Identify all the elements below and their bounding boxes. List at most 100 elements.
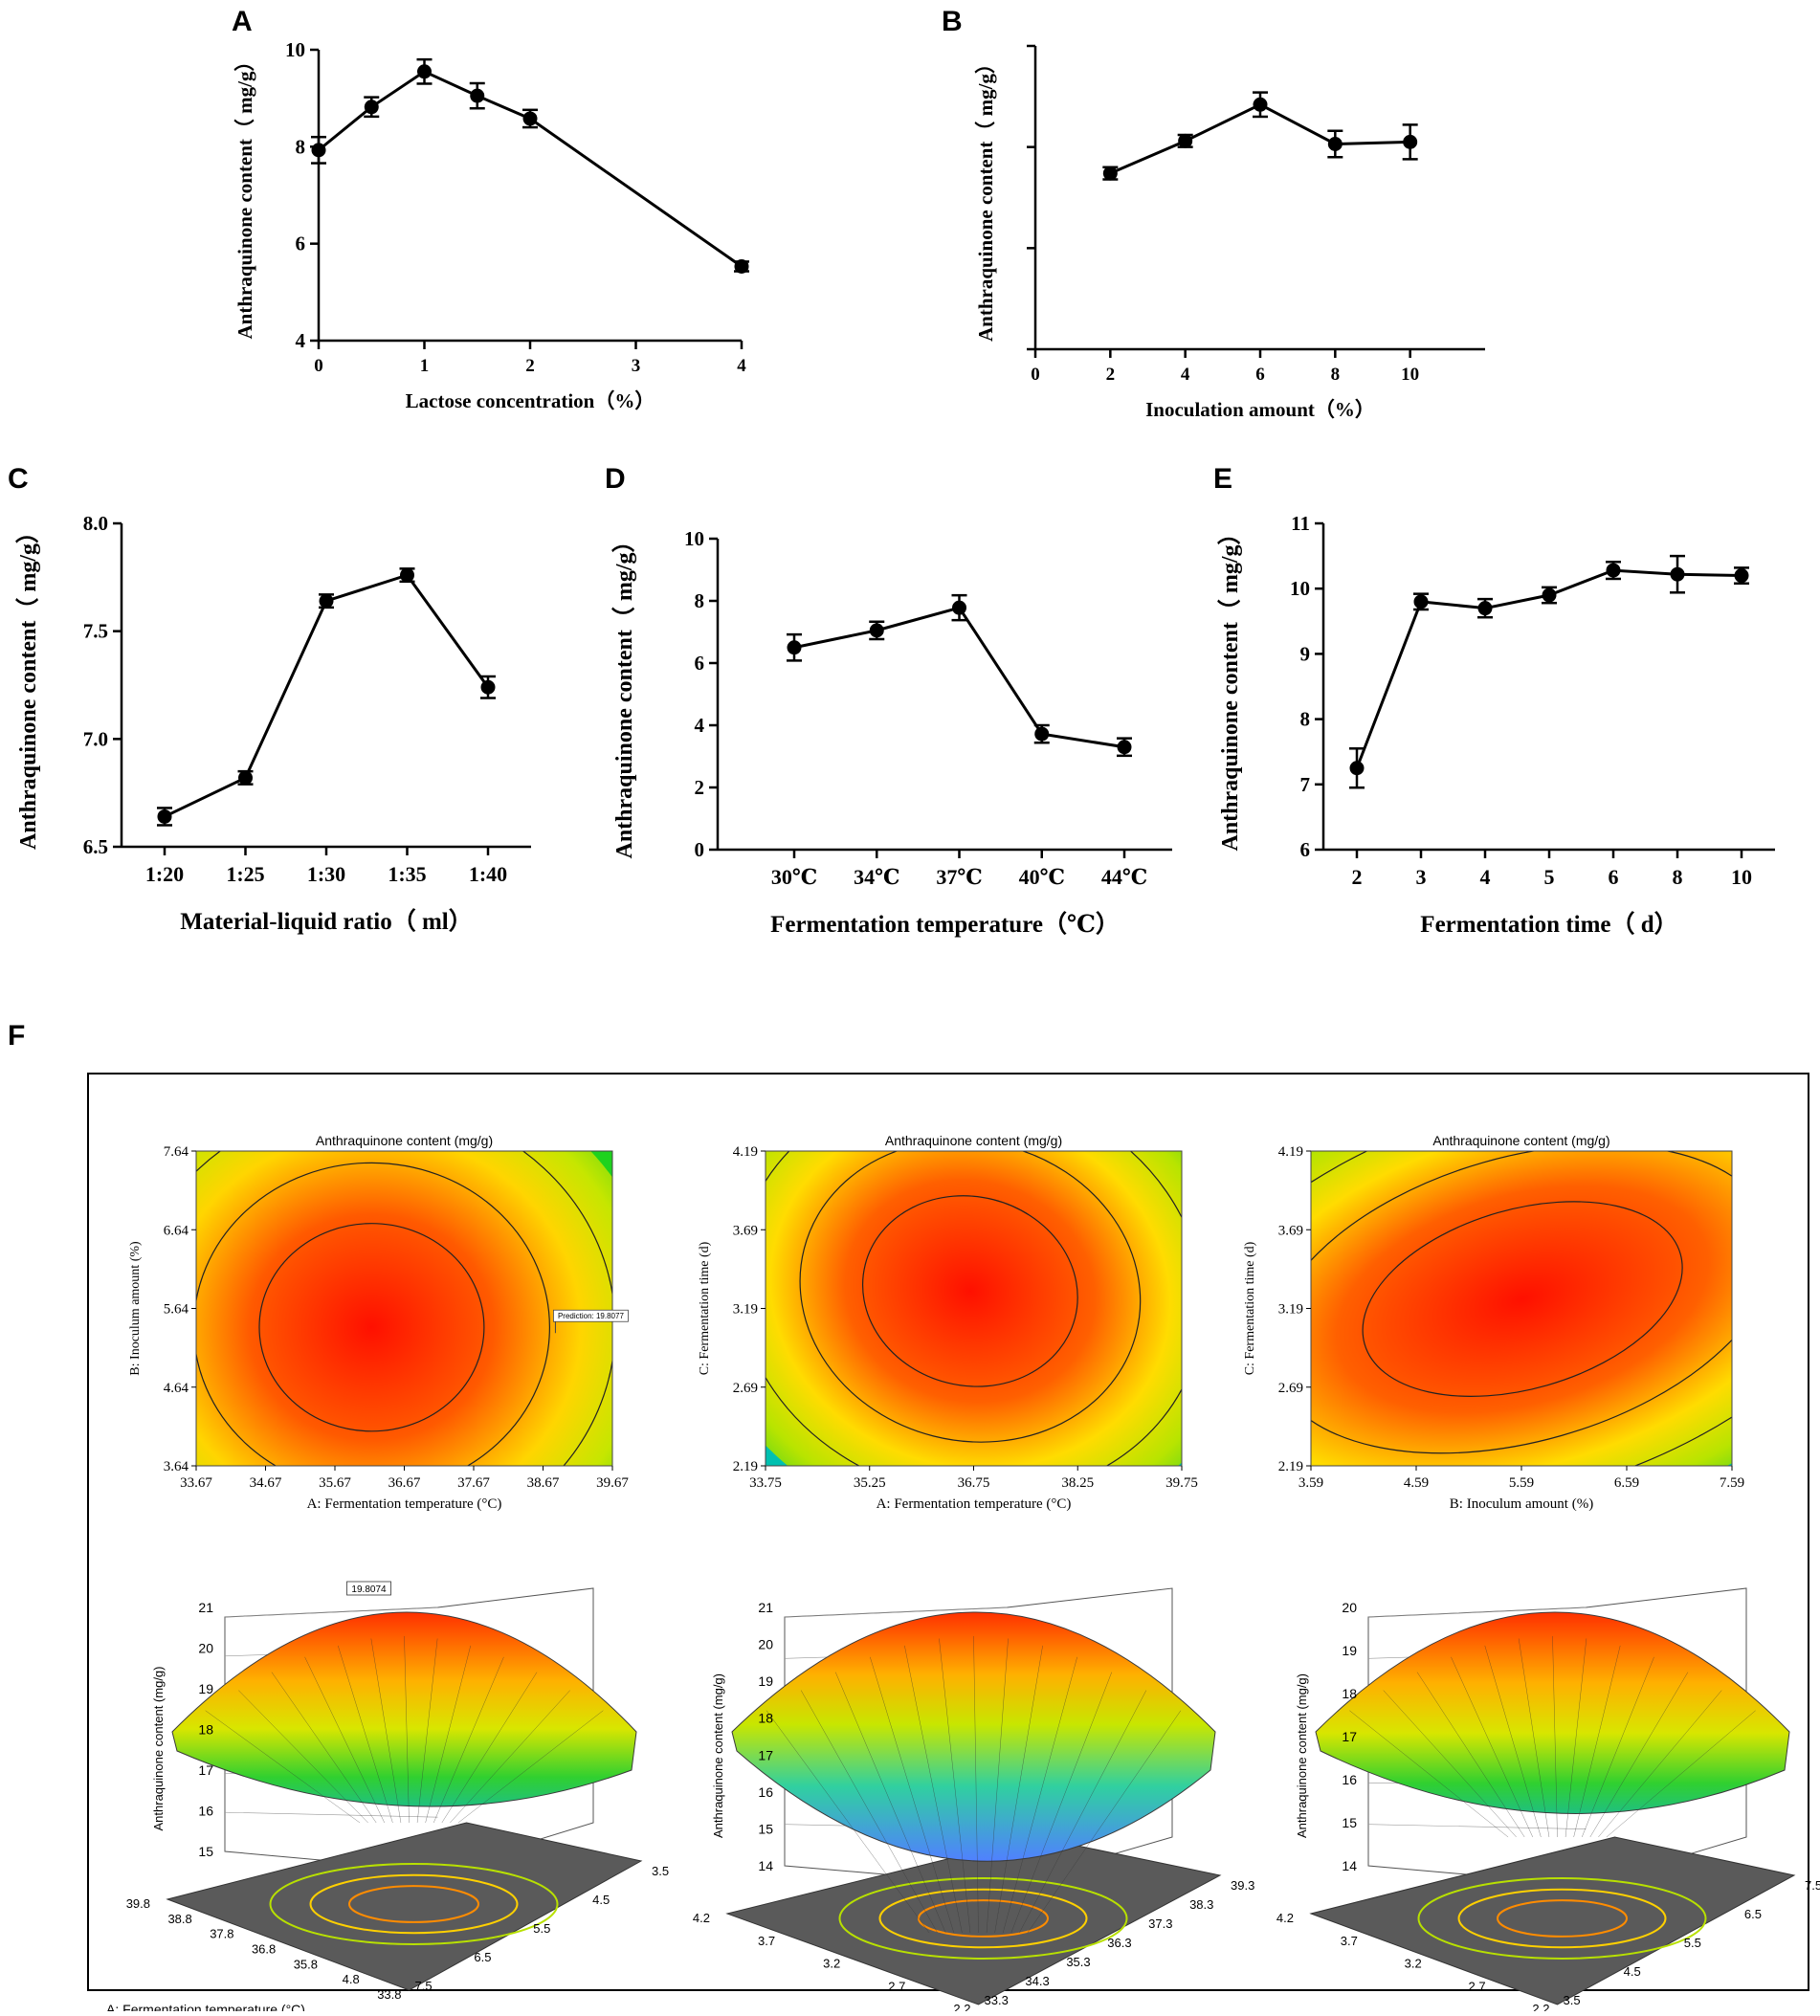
contour-x-tick-label: 38.25 (1061, 1475, 1094, 1491)
x-tick-label-c: 1:20 (145, 862, 184, 886)
surface-z-tick-label: 21 (758, 1600, 773, 1615)
surface-z-tick-label: 19 (1342, 1643, 1357, 1658)
data-point-a (734, 258, 749, 274)
surface-axis2-tick-label: 3.5 (652, 1864, 669, 1878)
contour-x-tick-label: 6.59 (1614, 1475, 1639, 1491)
contour-x-tick-label: 34.67 (250, 1475, 282, 1491)
contour-title: Anthraquinone content (mg/g) (1432, 1133, 1609, 1148)
surface-axis2-tick-label: 7.5 (1805, 1878, 1820, 1893)
y-axis-label-e: Anthraquinone content（ mg/g） (1217, 521, 1243, 851)
data-point-e (1670, 566, 1685, 582)
contour-y-tick-label: 3.19 (733, 1302, 758, 1318)
surface-axis1-tick-label: 35.8 (294, 1957, 318, 1971)
surface-axis2-tick-label: 4.5 (592, 1893, 610, 1907)
x-tick-label-d: 44℃ (1101, 865, 1147, 889)
surface-annotation-box (346, 1581, 391, 1596)
y-axis-label-a: Anthraquinone content（ mg/g） (233, 51, 256, 339)
surface-mesh-line (1349, 1710, 1509, 1838)
contour-line (196, 1162, 550, 1466)
surface-mesh-line (337, 1645, 393, 1824)
data-point-a (311, 143, 326, 158)
y-tick-label-d: 2 (695, 776, 705, 799)
surface-axis1-tick-label: 4.2 (693, 1911, 710, 1925)
surface-gridline (1367, 1824, 1587, 1829)
surface-axis2-tick-label: 39.3 (1231, 1878, 1254, 1893)
x-tick-label-a: 2 (525, 356, 535, 376)
surface-z-tick-label: 15 (198, 1844, 213, 1859)
y-tick-label-c: 7.0 (83, 727, 108, 750)
y-tick-label-e: 11 (1291, 512, 1310, 535)
surface-mesh-line (1027, 1710, 1182, 1934)
surface-z-tick-label: 17 (758, 1747, 773, 1762)
y-tick-label-c: 6.5 (83, 835, 108, 858)
surface-axis1-label: A: Fermentation temperature (°C) (106, 2002, 305, 2011)
surface-mesh-line (457, 1710, 604, 1824)
y-tick-label-d: 4 (695, 714, 705, 737)
data-point-d (952, 600, 966, 615)
surface-mesh-line (271, 1672, 377, 1824)
contour-x-tick-label: 38.67 (527, 1475, 560, 1491)
chart-panel-b: 0 2 4 6 8 10 Inoculation amount（%） Anthraquinon… (974, 44, 1485, 421)
contour-y-tick-label: 2.19 (1278, 1459, 1303, 1474)
x-tick-label-e: 5 (1544, 865, 1555, 889)
contour-x-tick-label: 5.59 (1509, 1475, 1534, 1491)
surface-axis2-tick-label: 3.5 (1564, 1993, 1581, 2007)
x-tick-label-a: 0 (314, 356, 323, 376)
contour-heat (196, 1151, 612, 1466)
data-point-b (1253, 97, 1268, 112)
surface-z-tick-label: 16 (1342, 1772, 1357, 1787)
surface-gridline (784, 1606, 1008, 1618)
contour-title: Anthraquinone content (mg/g) (885, 1133, 1062, 1148)
surface-axis2-tick-label: 37.3 (1148, 1916, 1172, 1931)
surface-z-tick-label: 18 (1342, 1686, 1357, 1701)
data-point-d (1034, 726, 1050, 742)
data-point-a (364, 100, 379, 115)
data-point-e (1349, 761, 1365, 776)
surface-z-tick-label: 19 (758, 1673, 773, 1689)
data-point-c (319, 593, 334, 609)
contour-line (861, 1195, 1078, 1387)
y-axis-label-b: Anthraquinone content（ mg/g） (974, 54, 997, 342)
surface-mesh-line (433, 1656, 504, 1824)
surface-axis1-tick-label: 2.2 (1532, 2002, 1549, 2011)
contour-y-axis-label: B: Inoculum amount (%) (128, 1241, 143, 1376)
series-line-a (318, 70, 743, 268)
surface-axis1-tick-label: 36.8 (252, 1942, 276, 1957)
surface-gridline (224, 1811, 438, 1818)
surface-plots: 15 16 17 18 19 20 21 Anthraquinone content (mg/… (106, 1581, 1820, 2016)
surface-axis1-tick-label: 2.2 (953, 2002, 970, 2011)
panel-letter-d: D (605, 463, 626, 495)
x-tick-label-d: 34℃ (854, 865, 899, 889)
contour-y-tick-label: 4.19 (1278, 1144, 1303, 1160)
surface-floor (725, 1836, 1222, 2005)
y-tick-label-c: 7.5 (83, 620, 108, 643)
y-tick-label-d: 8 (695, 589, 705, 612)
surface-axis1-tick-label: 2.7 (888, 1979, 905, 1993)
contour-y-tick-label: 2.69 (1278, 1381, 1303, 1396)
x-tick-label-a: 4 (737, 356, 746, 376)
surface-axis1-tick-label: 3.2 (1405, 1957, 1422, 1971)
contour-plots: Anthraquinone content (mg/g) 33.67 34.67 35… (128, 1133, 1744, 1512)
surface-mesh-line (1484, 1645, 1542, 1838)
contour-y-tick-label: 6.64 (164, 1223, 189, 1238)
y-tick-label-d: 0 (695, 838, 705, 861)
surface-axis1-tick-label: 2.7 (1469, 1979, 1486, 1993)
y-tick-label-e: 9 (1300, 642, 1311, 665)
surface-mesh-line (441, 1672, 538, 1824)
series-line-c (164, 573, 490, 818)
x-tick-label-d: 40℃ (1019, 865, 1065, 889)
prediction-box (553, 1309, 629, 1322)
panel-letter-c: C (8, 463, 29, 495)
data-point-c (480, 679, 496, 695)
contour-y-tick-label: 4.19 (733, 1144, 758, 1160)
surface-annotation: 19.8074 (351, 1584, 387, 1595)
x-tick-label-d: 37℃ (936, 865, 982, 889)
y-axis-label-d: Anthraquinone content（ mg/g） (611, 529, 637, 858)
contour-y-tick-label: 5.64 (164, 1302, 189, 1318)
data-point-a (522, 111, 538, 126)
surface-mesh-line (1383, 1690, 1517, 1838)
contour-x-tick-label: 35.25 (854, 1475, 886, 1491)
surface-z-axis-label: Anthraquinone content (mg/g) (1295, 1673, 1309, 1838)
surface-mesh-line (994, 1645, 1043, 1934)
